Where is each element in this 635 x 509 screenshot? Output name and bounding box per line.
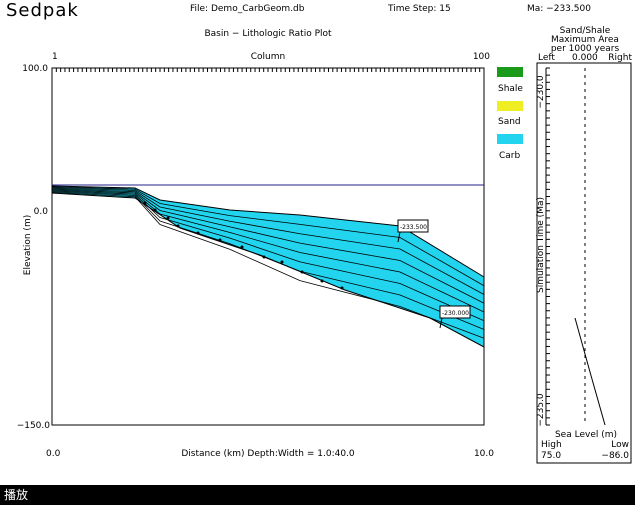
shoreline-dot: [196, 231, 200, 235]
layer-line: [51, 189, 485, 322]
surface-label: -230.000: [442, 310, 469, 317]
legend-item: Carb: [499, 151, 520, 161]
time-bottom: −235.0: [536, 393, 546, 427]
y-bottom: −150.0: [17, 421, 51, 431]
sea-label: Sea Level (m): [555, 430, 617, 440]
surface-label-box: [439, 305, 471, 319]
file-name: File: Demo_CarbGeom.db: [190, 4, 305, 14]
high-value: 75.0: [541, 451, 561, 461]
shoreline-dot: [240, 245, 244, 249]
side-frame: [536, 62, 632, 464]
shoreline-dot: [280, 260, 284, 264]
column-left: 1: [52, 52, 58, 62]
legend-item: Shale: [498, 84, 523, 94]
label-pointer: [439, 317, 443, 329]
shoreline-dot: [143, 201, 147, 205]
surface-label-box: [397, 219, 429, 233]
legend-swatch: [497, 134, 523, 144]
layer-line: [51, 186, 485, 287]
shoreline-dot: [153, 208, 157, 212]
sea-level-curve: [574, 317, 606, 426]
y-top: 100.0: [22, 64, 48, 74]
low: Low: [611, 440, 629, 450]
surface-label: -233.500: [400, 224, 427, 231]
low-value: −86.0: [601, 451, 629, 461]
app-name: Sedpak: [6, 0, 79, 21]
taskbar-label[interactable]: 播放: [4, 487, 28, 502]
shoreline-dot: [300, 270, 304, 274]
shoreline-dot: [320, 279, 324, 283]
layer-line: [51, 191, 485, 339]
x-left: 0.0: [46, 449, 61, 459]
label-pointer: [397, 231, 401, 243]
taskbar: [0, 485, 635, 505]
shoreline-dot: [262, 255, 266, 259]
side-right: Right: [608, 53, 632, 63]
time-top: −230.0: [536, 75, 546, 109]
side-title: Sand/Shale: [560, 26, 611, 36]
plot-title: Basin − Lithologic Ratio Plot: [204, 29, 332, 39]
legend-swatch: [497, 67, 523, 77]
side-title: per 1000 years: [551, 44, 620, 54]
side-left: Left: [538, 53, 555, 63]
side-title: Maximum Area: [551, 35, 619, 45]
shoreline-dot: [166, 216, 170, 220]
shoreline-dot: [340, 286, 344, 290]
high: High: [541, 440, 562, 450]
shoreline-dot: [218, 238, 222, 242]
layer-line: [51, 187, 485, 295]
legend-item: Sand: [498, 117, 521, 127]
column-label: Column: [251, 52, 285, 62]
legend-swatch: [497, 101, 523, 111]
y-mid: 0.0: [34, 207, 49, 217]
time-label: Simulation Time (Ma): [536, 197, 546, 293]
ma: Ma: −233.500: [527, 4, 591, 14]
side-value: 0.000: [572, 53, 598, 63]
layer-line: [51, 189, 485, 313]
y-label: Elevation (m): [23, 215, 33, 275]
layer-line: [51, 188, 485, 304]
column-right: 100: [473, 52, 490, 62]
layer-line: [51, 190, 485, 330]
x-label: Distance (km) Depth:Width = 1.0:40.0: [181, 449, 355, 459]
shoreline-dot: [176, 224, 180, 228]
x-right: 10.0: [474, 449, 494, 459]
time-step: Time Step: 15: [387, 4, 451, 14]
